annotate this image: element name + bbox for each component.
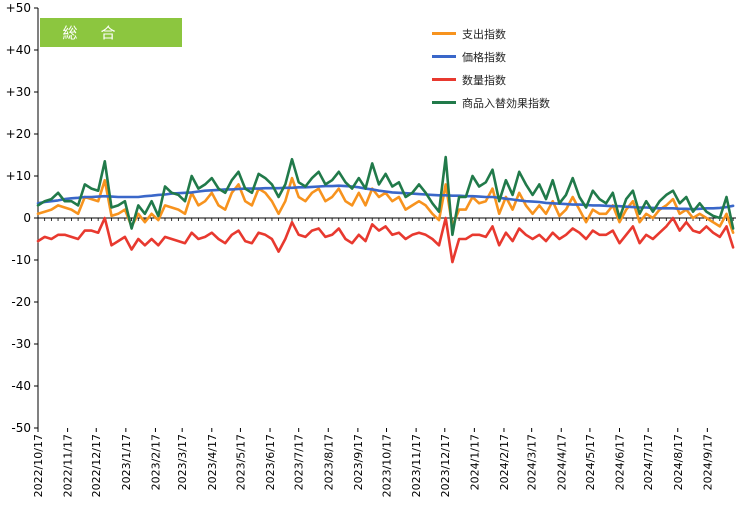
axes: +50 +40 +30 +20 +10 0 -10 -20 -30 -40 -502022/10/1… [6, 1, 736, 497]
legend-label-quantity: 数量指数 [462, 73, 506, 87]
y-tick-label: +40 [6, 43, 31, 57]
x-tick-label: 2024/2/17 [498, 434, 511, 490]
x-tick-label: 2024/8/17 [672, 434, 685, 490]
y-tick-label: 0 [23, 211, 31, 225]
legend-swatch-replacement [432, 101, 456, 104]
x-tick-label: 2024/7/17 [642, 434, 655, 490]
legend-swatch-price [432, 55, 456, 58]
x-tick-label: 2022/10/17 [32, 434, 45, 497]
legend-item-replacement: 商品入替効果指数 [432, 91, 550, 114]
legend-label-replacement: 商品入替効果指数 [462, 96, 550, 110]
x-tick-label: 2023/8/17 [322, 434, 335, 490]
x-tick-label: 2024/6/17 [614, 434, 627, 490]
x-tick-label: 2024/1/17 [468, 434, 481, 490]
legend: 支出指数 価格指数 数量指数 商品入替効果指数 [432, 22, 550, 114]
y-tick-label: -20 [11, 295, 31, 309]
x-tick-label: 2022/12/17 [90, 434, 103, 497]
legend-swatch-quantity [432, 78, 456, 81]
y-tick-label: -10 [11, 253, 31, 267]
x-tick-label: 2023/5/17 [234, 434, 247, 490]
x-tick-label: 2023/2/17 [149, 434, 162, 490]
series-line-2 [36, 216, 735, 264]
legend-swatch-spending [432, 32, 456, 35]
x-tick-label: 2022/11/17 [62, 434, 75, 497]
y-tick-label: +50 [6, 1, 31, 15]
x-tick-label: 2023/12/17 [439, 434, 452, 497]
x-tick-label: 2024/9/17 [701, 434, 714, 490]
x-tick-label: 2023/3/17 [176, 434, 189, 490]
x-tick-label: 2023/4/17 [206, 434, 219, 490]
y-tick-label: -30 [11, 337, 31, 351]
x-tick-label: 2023/10/17 [381, 434, 394, 497]
legend-item-quantity: 数量指数 [432, 68, 550, 91]
legend-item-price: 価格指数 [432, 45, 550, 68]
series-line-3 [36, 155, 735, 237]
y-tick-label: -40 [11, 379, 31, 393]
x-tick-label: 2023/11/17 [410, 434, 423, 497]
x-tick-label: 2024/3/17 [526, 434, 539, 490]
x-tick-label: 2023/7/17 [293, 434, 306, 490]
y-tick-label: -50 [11, 421, 31, 435]
legend-label-price: 価格指数 [462, 50, 506, 64]
y-tick-label: +20 [6, 127, 31, 141]
series-line-0 [36, 176, 735, 234]
category-badge-label: 総 合 [62, 24, 120, 42]
y-tick-label: +30 [6, 85, 31, 99]
x-tick-label: 2024/4/17 [555, 434, 568, 490]
series-group [36, 155, 735, 264]
x-tick-label: 2023/9/17 [352, 434, 365, 490]
legend-item-spending: 支出指数 [432, 22, 550, 45]
y-tick-label: +10 [6, 169, 31, 183]
x-tick-label: 2023/6/17 [264, 434, 277, 490]
category-badge: 総 合 [40, 18, 182, 47]
x-tick-label: 2023/1/17 [120, 434, 133, 490]
x-tick-label: 2024/5/17 [584, 434, 597, 490]
legend-label-spending: 支出指数 [462, 27, 506, 41]
